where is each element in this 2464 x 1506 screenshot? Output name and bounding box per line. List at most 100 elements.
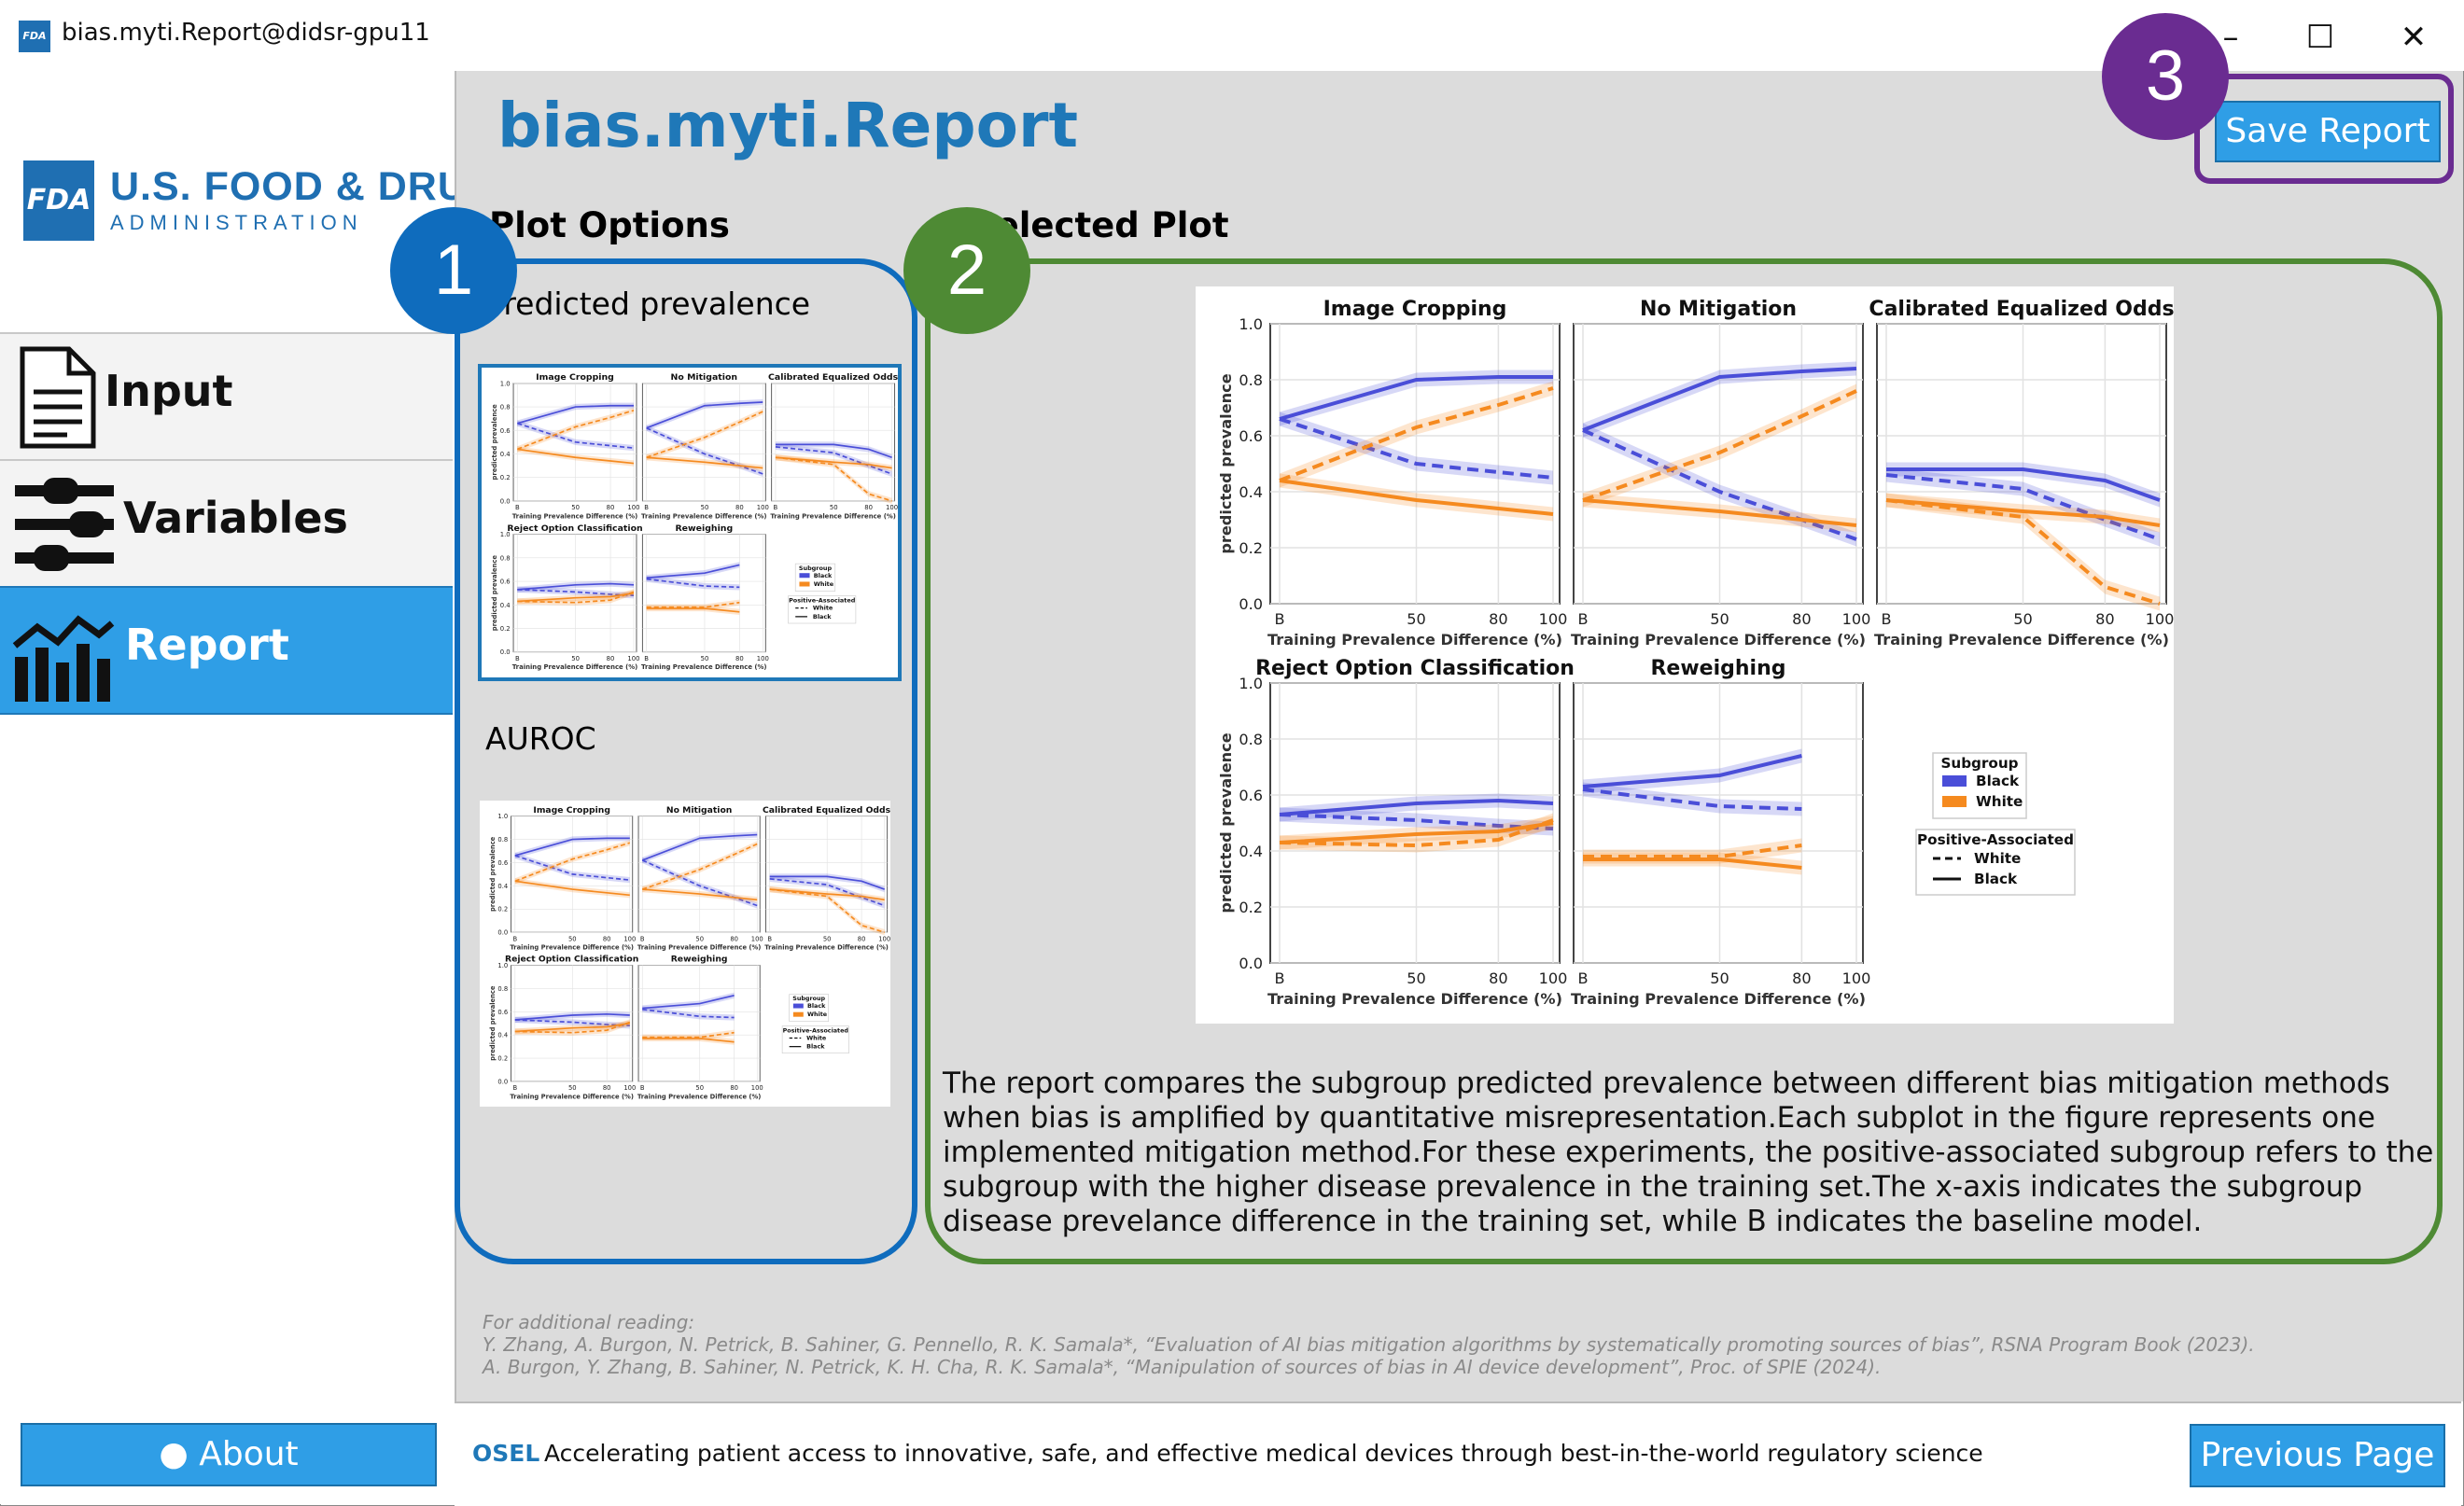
callout-badge-1: 1 (390, 207, 517, 334)
x-tick-label: 80 (730, 935, 738, 942)
x-tick-label: 100 (878, 935, 890, 942)
panel-title: Reject Option Classification (507, 523, 642, 534)
panel-title: Reweighing (1650, 657, 1785, 680)
series-line-white-dashed (1885, 498, 2161, 606)
x-tick-label: 80 (1489, 610, 1508, 628)
reading-ref: A. Burgon, Y. Zhang, B. Sahiner, N. Petr… (483, 1356, 1882, 1378)
confidence-band (769, 885, 885, 936)
series-line-black-solid (514, 837, 630, 857)
y-tick-label: 0.6 (497, 859, 508, 867)
x-tick-label: 50 (823, 935, 832, 942)
chart-panel-frame (641, 534, 766, 653)
x-tick-label: 50 (701, 504, 709, 511)
confidence-band (517, 420, 634, 452)
option-label-prevalence: Predicted prevalence (485, 286, 811, 322)
y-tick-label: 0.8 (1239, 731, 1263, 748)
x-tick-label: 50 (568, 935, 577, 942)
x-tick-label: 100 (751, 1084, 763, 1092)
series-line-white-dashed (646, 411, 763, 459)
about-button[interactable]: ● About (21, 1423, 437, 1486)
series-line-black-solid (517, 404, 634, 425)
legend-label: White (806, 1036, 826, 1042)
x-tick-label: 100 (757, 655, 769, 662)
y-tick-label: 1.0 (497, 813, 508, 820)
series-line-white-solid (646, 456, 763, 469)
series-line-black-dashed (642, 1008, 735, 1019)
series-line-white-dashed (517, 591, 635, 604)
save-report-button[interactable]: Save Report (2215, 101, 2441, 162)
series-line-black-solid (775, 443, 892, 459)
x-tick-label: B (1274, 969, 1284, 987)
series-line-white-solid (775, 456, 892, 469)
about-label: About (199, 1435, 299, 1473)
y-tick-label: 1.0 (1239, 675, 1263, 692)
brand-sub: ADMINISTRATION (110, 211, 363, 234)
maximize-icon[interactable]: ☐ (2305, 19, 2335, 56)
legend-title: Positive-Associated (789, 596, 856, 604)
sidebar-item-label: Report (125, 620, 289, 670)
y-tick-label: 0.8 (497, 985, 508, 993)
previous-page-button[interactable]: Previous Page (2190, 1424, 2445, 1487)
minimize-icon[interactable]: – (2222, 19, 2239, 56)
series-line-white-dashed (642, 1031, 735, 1039)
sidebar-item-input[interactable]: Input (0, 332, 453, 461)
reading-ref: Y. Zhang, A. Burgon, N. Petrick, B. Sahi… (483, 1333, 2255, 1356)
thumbnail-prevalence[interactable]: Image Cropping 0.0 0.2 0.4 0.6 0.8 1.0 B 50 80 100… (478, 364, 902, 681)
series-line-black-solid (769, 875, 885, 890)
confidence-band (517, 402, 634, 426)
series-line-white-solid (517, 592, 635, 603)
legend-swatch (792, 1011, 804, 1017)
sidebar-item-variables[interactable]: Variables (0, 459, 453, 588)
legend-title: Subgroup (799, 565, 833, 572)
x-tick-label: 80 (1792, 969, 1812, 987)
x-tick-label: 80 (607, 504, 615, 511)
confidence-band (769, 875, 885, 909)
legend-swatch (799, 573, 810, 579)
sidebar-item-report[interactable]: Report (0, 586, 453, 715)
chart-panel-frame (637, 965, 761, 1082)
series-line-black-solid (517, 582, 635, 591)
sidebar-item-label: Variables (123, 493, 348, 543)
confidence-band (775, 443, 892, 478)
app-logo-icon: FDA (19, 21, 50, 52)
x-tick-label: 100 (1842, 610, 1871, 628)
thumbnail-auroc[interactable]: Image Cropping 0.0 0.2 0.4 0.6 0.8 1.0 B 50 80 100… (480, 801, 891, 1107)
x-axis-label: Training Prevalence Difference (%) (1267, 631, 1562, 648)
series-line-white-solid (769, 888, 885, 901)
series-line-black-solid (646, 564, 740, 579)
y-tick-label: 1.0 (500, 380, 511, 387)
brand-name: U.S. FOOD & DRUG (110, 164, 500, 209)
confidence-band (517, 586, 634, 599)
series-line-white-dashed (514, 842, 631, 883)
confidence-band (1886, 467, 2160, 547)
chart-panel-frame (512, 534, 637, 653)
confidence-band (1886, 462, 2160, 508)
series-line-white-dashed (646, 601, 740, 608)
y-tick-label: 0.2 (497, 1055, 508, 1063)
confidence-band (514, 1016, 630, 1029)
bar-chart-icon (12, 615, 115, 702)
series-line-black-solid (1279, 375, 1553, 421)
close-icon[interactable]: ✕ (2400, 19, 2428, 56)
series-line-white-dashed (1279, 818, 1554, 848)
series-line-white-dashed (1583, 844, 1802, 858)
panel-title: Calibrated Equalized Odds (1869, 298, 2174, 321)
confidence-band (769, 873, 885, 893)
series-line-white-solid (514, 1022, 630, 1033)
footer-tagline: Accelerating patient access to innovativ… (544, 1440, 1983, 1467)
x-axis-label: Training Prevalence Difference (%) (512, 512, 638, 520)
x-tick-label: 50 (1407, 610, 1426, 628)
panel-title: Reject Option Classification (505, 955, 638, 965)
y-tick-label: 1.0 (1239, 315, 1263, 333)
x-tick-label: 50 (695, 1084, 704, 1092)
legend-label: Black (807, 1003, 826, 1010)
series-line-black-dashed (775, 446, 892, 475)
series-line-white-solid (642, 888, 758, 901)
x-tick-label: B (640, 935, 645, 942)
y-tick-label: 0.0 (497, 929, 508, 937)
series-line-black-dashed (641, 859, 758, 907)
x-tick-label: 80 (603, 1084, 611, 1092)
y-tick-label: 0.0 (1239, 595, 1263, 613)
y-tick-label: 0.2 (1239, 539, 1263, 557)
